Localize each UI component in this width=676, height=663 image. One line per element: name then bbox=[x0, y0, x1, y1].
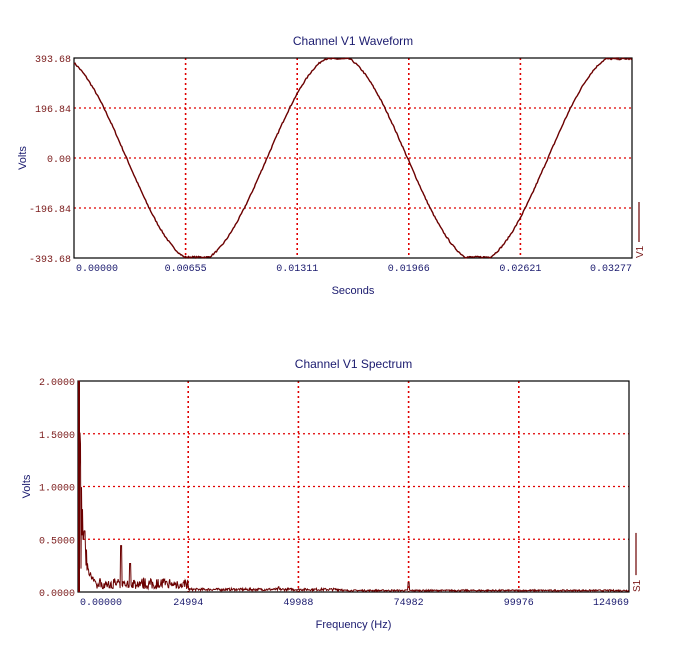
x-tick-label: 24994 bbox=[173, 598, 203, 609]
x-tick-label: 0.01966 bbox=[388, 264, 430, 275]
series-line-V1 bbox=[73, 57, 633, 259]
x-tick-label: 99976 bbox=[504, 598, 534, 609]
y-axis-label: Volts bbox=[21, 474, 33, 498]
y-tick-label: 0.5000 bbox=[39, 536, 75, 547]
y-tick-label: 393.68 bbox=[35, 55, 71, 66]
x-tick-label: 0.03277 bbox=[590, 264, 632, 275]
chart-title: Channel V1 Waveform bbox=[293, 34, 413, 48]
x-axis-label: Frequency (Hz) bbox=[316, 619, 392, 631]
y-tick-label: 2.0000 bbox=[39, 378, 75, 389]
chart-title: Channel V1 Spectrum bbox=[295, 357, 412, 371]
plot-frame bbox=[73, 57, 633, 259]
y-tick-label: 0.00 bbox=[47, 155, 71, 166]
chart-2: Channel V1 Spectrum Frequency (Hz) Volts 2.… bbox=[21, 357, 643, 631]
y-tick-label: -393.68 bbox=[29, 255, 71, 266]
x-tick-label: 0.00000 bbox=[76, 264, 118, 275]
legend-label: S1 bbox=[632, 579, 643, 592]
chart-1: Channel V1 Waveform Seconds Volts 393.68 196… bbox=[17, 34, 646, 297]
x-tick-label: 0.00655 bbox=[165, 264, 207, 275]
x-tick-label: 0.00000 bbox=[80, 598, 122, 609]
y-axis-label: Volts bbox=[17, 146, 29, 170]
y-tick-label: 1.0000 bbox=[39, 484, 75, 495]
x-axis-label: Seconds bbox=[332, 285, 375, 297]
series-line-S1 bbox=[78, 380, 630, 593]
x-tick-label: 0.02621 bbox=[499, 264, 541, 275]
x-tick-label: 0.01311 bbox=[276, 264, 318, 275]
legend-label: V1 bbox=[635, 245, 646, 258]
y-tick-label: 0.0000 bbox=[39, 589, 75, 600]
x-tick-label: 124969 bbox=[593, 598, 629, 609]
x-tick-label: 74982 bbox=[394, 598, 424, 609]
y-tick-label: 1.5000 bbox=[39, 431, 75, 442]
y-tick-label: 196.84 bbox=[35, 105, 71, 116]
x-tick-label: 49988 bbox=[283, 598, 313, 609]
y-tick-label: -196.84 bbox=[29, 205, 71, 216]
